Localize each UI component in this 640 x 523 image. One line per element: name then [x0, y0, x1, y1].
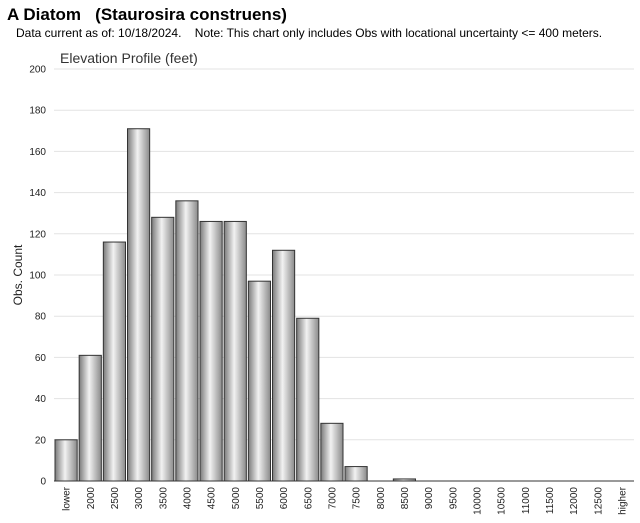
x-tick-label: 4000 — [182, 487, 193, 510]
x-tick-label: 6000 — [279, 487, 290, 510]
x-tick-label: 9000 — [424, 487, 435, 510]
y-tick-label: 120 — [29, 229, 46, 240]
data-note: Data current as of: 10/18/2024. Note: Th… — [16, 26, 603, 40]
x-tick-label: 11000 — [521, 487, 532, 515]
x-tick-label: 10000 — [472, 487, 483, 515]
species-scientific-name: (Staurosira construens) — [95, 5, 287, 24]
y-tick-label: 40 — [35, 394, 47, 405]
bar-6000 — [272, 249, 296, 482]
y-axis-label: Obs. Count — [11, 244, 25, 305]
gridlines — [54, 68, 634, 482]
x-tick-label: 12000 — [569, 487, 580, 515]
bar-2000 — [78, 354, 102, 482]
x-axis-ticks: lower 2000 2500 3000 3500 4000 4500 5000 5500 600… — [62, 486, 629, 514]
x-tick-label: higher — [617, 486, 628, 514]
bar-lower — [54, 439, 78, 482]
x-tick-label: 3500 — [158, 487, 169, 510]
chart-title: Elevation Profile (feet) — [60, 50, 198, 66]
x-tick-label: 5000 — [231, 487, 242, 510]
x-tick-label: 2000 — [86, 487, 97, 510]
y-tick-label: 20 — [35, 435, 47, 446]
x-tick-label: 8000 — [376, 487, 387, 510]
bar-2500 — [102, 241, 127, 482]
y-tick-label: 160 — [29, 147, 46, 158]
x-tick-label: 9500 — [448, 487, 459, 510]
bar-6500 — [296, 317, 320, 482]
y-tick-label: 100 — [29, 271, 46, 282]
x-tick-label: 8500 — [400, 487, 411, 510]
bar-3000 — [127, 128, 151, 482]
y-tick-label: 0 — [40, 477, 46, 488]
species-common-name: A Diatom — [7, 5, 81, 24]
x-tick-label: 5500 — [255, 487, 266, 510]
x-tick-label: 3000 — [134, 487, 145, 510]
bars — [54, 128, 417, 482]
y-tick-label: 140 — [29, 188, 46, 199]
x-tick-label: 7500 — [352, 487, 363, 510]
y-axis-ticks: 0 20 40 60 80 100 120 140 160 180 200 — [29, 65, 46, 488]
x-tick-label: 6500 — [303, 487, 314, 510]
bar-4000 — [175, 200, 199, 482]
y-tick-label: 80 — [35, 312, 47, 323]
y-tick-label: 180 — [29, 106, 46, 117]
y-tick-label: 60 — [35, 353, 47, 364]
bar-5500 — [247, 280, 271, 482]
x-tick-label: lower — [62, 486, 73, 511]
bar-3500 — [151, 216, 175, 482]
chart-heading: A Diatom (Staurosira construens) — [7, 5, 287, 25]
bar-5000 — [223, 220, 247, 482]
bar-7000 — [320, 422, 344, 482]
bar-4500 — [199, 220, 223, 482]
x-tick-label: 10500 — [497, 487, 508, 515]
x-tick-label: 7000 — [327, 487, 338, 510]
y-tick-label: 200 — [29, 65, 46, 76]
x-tick-label: 11500 — [545, 487, 556, 515]
x-tick-label: 2500 — [110, 487, 121, 510]
bar-7500 — [344, 466, 368, 482]
x-tick-label: 4500 — [207, 487, 218, 510]
x-tick-label: 12500 — [593, 487, 604, 515]
